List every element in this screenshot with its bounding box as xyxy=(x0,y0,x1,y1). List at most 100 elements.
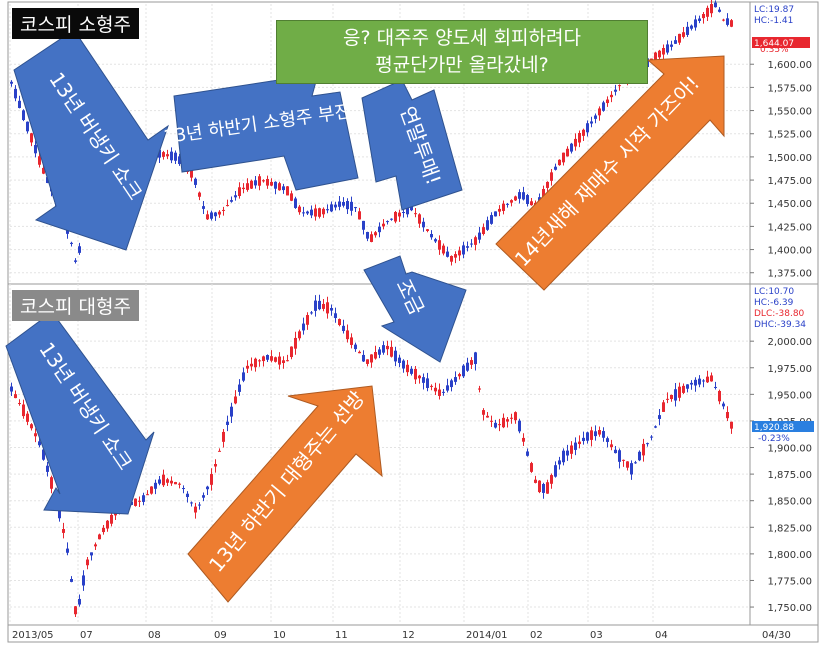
upper-candle xyxy=(178,153,181,166)
lower-candle xyxy=(474,351,477,371)
upper-candle xyxy=(718,7,721,13)
upper-candle xyxy=(578,130,581,148)
lower-candle xyxy=(606,436,609,448)
upper-candle xyxy=(570,142,573,154)
lower-candle xyxy=(498,418,501,432)
upper-candle xyxy=(710,0,713,18)
lower-candle xyxy=(106,520,109,532)
upper-candle xyxy=(274,181,277,195)
lower-candle xyxy=(14,390,17,399)
lower-candle xyxy=(302,317,305,335)
upper-candle xyxy=(662,44,665,60)
upper-candle xyxy=(218,210,221,218)
lower-candle xyxy=(42,448,45,461)
x-tick-label: 04/30 xyxy=(762,630,791,641)
upper-candle xyxy=(358,207,361,220)
upper-candle xyxy=(298,204,301,215)
lower-candle xyxy=(646,442,649,447)
upper-candle xyxy=(266,175,269,189)
upper-candle xyxy=(246,178,249,192)
lower-candle xyxy=(670,394,673,402)
lower-candle xyxy=(718,389,721,405)
lower-candle xyxy=(218,448,221,452)
lower-candle xyxy=(190,501,193,507)
upper-candle xyxy=(598,106,601,121)
upper-candle xyxy=(374,231,377,238)
upper-candle xyxy=(10,80,13,87)
lower-candle xyxy=(478,385,481,393)
upper-candle xyxy=(486,216,489,231)
upper-candle xyxy=(550,168,553,186)
lower-candle xyxy=(282,356,285,369)
lower-candle xyxy=(614,446,617,454)
lower-candle xyxy=(378,346,381,359)
lower-candle xyxy=(362,350,365,362)
upper-candle xyxy=(430,230,433,240)
lower-candle xyxy=(326,296,329,319)
lower-candle xyxy=(110,512,113,527)
x-tick-label: 2014/01 xyxy=(466,630,508,641)
lower-candle xyxy=(58,509,61,522)
upper-candle xyxy=(686,21,689,37)
upper-candle xyxy=(690,24,693,31)
upper-candle xyxy=(242,183,245,194)
lower-candle xyxy=(18,399,21,406)
upper-candle xyxy=(238,182,241,199)
lower-candle xyxy=(562,448,565,466)
upper-candle xyxy=(350,196,353,216)
lower-candle xyxy=(366,359,369,367)
lower-candle xyxy=(270,350,273,363)
lower-candle xyxy=(470,357,473,369)
upper-candle xyxy=(590,116,593,128)
lower-candle xyxy=(198,502,201,510)
x-tick-labels: 2013/05 07 08 09 10 11 12 2014/01 02 03 04 04/30 xyxy=(12,630,791,641)
lower-candle xyxy=(418,374,421,384)
upper-candle xyxy=(310,205,313,219)
upper-candle xyxy=(706,5,709,22)
lower-candle xyxy=(406,360,409,377)
lower-candle xyxy=(222,429,225,448)
upper-candle xyxy=(574,133,577,151)
lower-candle xyxy=(394,346,397,367)
lower-candle xyxy=(46,461,49,477)
lower-candle xyxy=(226,415,229,432)
lower-candle xyxy=(574,437,577,456)
upper-candle xyxy=(474,235,477,251)
lower-candle xyxy=(398,354,401,368)
upper-candle xyxy=(294,196,297,209)
upper-candle xyxy=(230,196,233,203)
lower-candle xyxy=(26,411,29,426)
upper-candle xyxy=(370,231,373,243)
lower-candle xyxy=(714,381,717,390)
upper-candle xyxy=(726,13,729,27)
lower-dlc-label: DLC:-38.80 xyxy=(754,309,805,319)
y-tick-label: 1,750.00 xyxy=(767,603,812,614)
lower-candle xyxy=(70,576,73,583)
upper-candle xyxy=(730,18,733,28)
upper-candle xyxy=(498,205,501,217)
x-tick-label: 03 xyxy=(590,630,603,641)
lower-candle xyxy=(546,479,549,494)
upper-candle xyxy=(466,241,469,252)
y-tick-label: 1,475.00 xyxy=(767,176,812,187)
lower-candle xyxy=(462,364,465,379)
upper-candle xyxy=(602,100,605,112)
lower-candle xyxy=(710,372,713,382)
y-tick-labels: 1,375.00 1,400.00 1,425.00 1,450.00 1,475.00… xyxy=(750,60,812,614)
lower-candle xyxy=(522,433,525,446)
lower-candle xyxy=(530,461,533,473)
lower-candle xyxy=(422,373,425,390)
y-tick-label: 1,375.00 xyxy=(767,269,812,280)
lower-candle xyxy=(706,370,709,383)
upper-last-price-highlight xyxy=(752,37,810,48)
lower-candle xyxy=(266,354,269,363)
lower-candle xyxy=(586,431,589,444)
lower-candle xyxy=(234,390,237,405)
upper-candle xyxy=(234,190,237,201)
y-tick-label: 1,825.00 xyxy=(767,523,812,534)
upper-change: 0.35% xyxy=(760,45,789,55)
lower-candle xyxy=(94,542,97,551)
lower-candle xyxy=(346,324,349,343)
upper-candle xyxy=(326,204,329,214)
